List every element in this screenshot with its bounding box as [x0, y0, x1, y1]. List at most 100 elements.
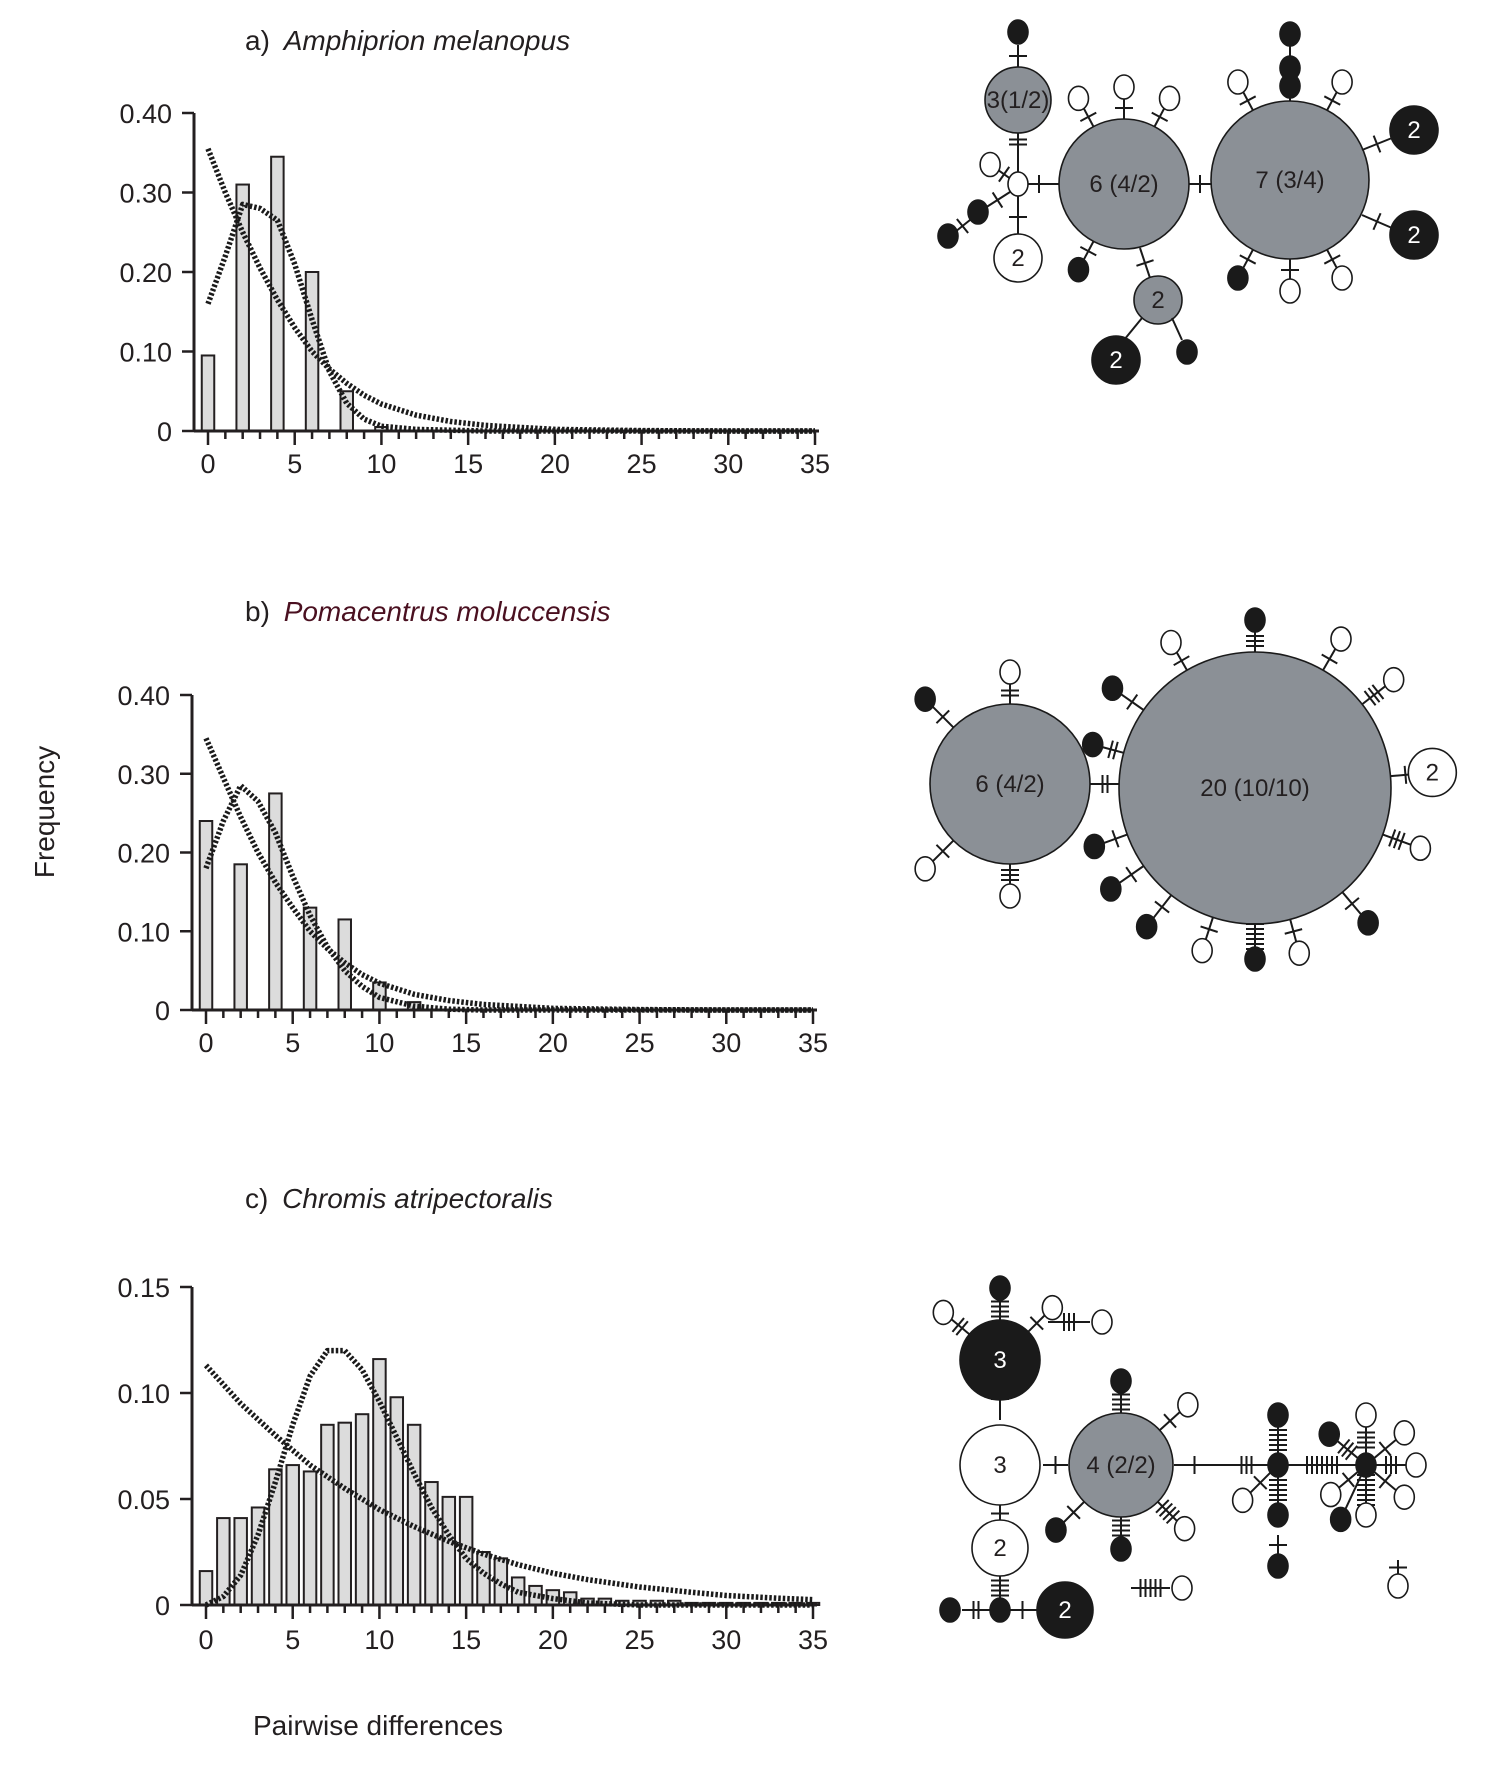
panel-c-title: c) Chromis atripectoralis — [245, 1183, 553, 1214]
haplotype-label: 6 (4/2) — [1089, 171, 1158, 198]
haplotype — [993, 233, 1043, 283]
network-branch — [1123, 317, 1143, 341]
haplotype-leaf — [1330, 626, 1352, 652]
x-tick-label: 5 — [285, 1028, 300, 1058]
bar — [354, 1413, 370, 1606]
y-tick-label: 0.20 — [117, 839, 170, 869]
mutation-mark — [1151, 111, 1169, 123]
network-branch — [1102, 746, 1124, 754]
mutation-mark — [1173, 655, 1190, 667]
mutation-mark — [935, 709, 950, 724]
haplotype-leaf — [1382, 666, 1405, 693]
haplotype-leaf — [1319, 1481, 1342, 1508]
haplotype-leaf — [937, 223, 959, 249]
mutation-mark — [1337, 1438, 1351, 1454]
x-tick-label: 35 — [800, 449, 830, 479]
mutation-mark — [1155, 1499, 1170, 1514]
haplotype-leaf — [1393, 1484, 1416, 1510]
x-tick-label: 0 — [198, 1625, 213, 1655]
haplotype — [1091, 335, 1141, 385]
haplotype-leaf — [1227, 265, 1249, 291]
mutation-mark — [956, 218, 969, 234]
x-tick-label: 15 — [451, 1625, 481, 1655]
mutation-mark — [935, 844, 950, 859]
y-tick-label: 0.40 — [117, 681, 170, 711]
bar — [200, 354, 216, 433]
haplotype-leaf — [967, 199, 989, 225]
panel-c-letter: c) — [245, 1183, 268, 1214]
bar — [304, 271, 320, 432]
haplotype-leaf — [1267, 1502, 1289, 1528]
haplotype-leaf — [989, 1275, 1011, 1301]
haplotype-leaf — [1177, 1391, 1199, 1418]
haplotype — [1133, 275, 1183, 325]
haplotype-label: 6 (4/2) — [975, 771, 1044, 798]
x-tick-label: 0 — [198, 1028, 213, 1058]
mutation-mark — [1125, 866, 1138, 883]
x-axis-label: Pairwise differences — [253, 1710, 503, 1741]
mutation-mark — [1372, 212, 1382, 231]
x-tick-label: 5 — [285, 1625, 300, 1655]
haplotype-leaf — [1357, 910, 1379, 936]
haplotype-leaf — [1231, 1487, 1254, 1514]
mutation-mark — [955, 1320, 969, 1336]
haplotype — [1389, 210, 1439, 260]
mutation-mark — [1253, 1475, 1268, 1490]
bar — [441, 1495, 457, 1607]
mutation-mark — [951, 1317, 965, 1333]
expected-expansion-curve — [203, 782, 813, 1013]
x-tick-label: 20 — [540, 449, 570, 479]
x-tick-label: 20 — [538, 1625, 568, 1655]
haplotype-label: 2 — [1426, 759, 1439, 786]
mutation-mark — [1066, 1505, 1081, 1520]
panel-a-species: Amphiprion melanopus — [282, 25, 570, 56]
haplotype-leaf — [1393, 1420, 1416, 1446]
bar — [339, 390, 354, 432]
x-tick-label: 30 — [711, 1625, 741, 1655]
bar — [285, 1464, 300, 1606]
bar — [458, 1495, 474, 1607]
x-tick-label: 20 — [538, 1028, 568, 1058]
haplotype-leaf — [1244, 946, 1266, 972]
x-tick-label: 15 — [453, 449, 483, 479]
haplotype-label: 2 — [993, 1535, 1006, 1562]
haplotype-leaf — [1045, 1517, 1067, 1543]
mutation-mark — [1111, 829, 1120, 848]
panel-b-title: b) Pomacentrus moluccensis — [245, 596, 611, 627]
haplotype-label: 2 — [1011, 245, 1024, 272]
haplotype-leaf — [979, 151, 1001, 178]
mutation-mark — [1378, 1441, 1392, 1457]
x-tick-label: 30 — [711, 1028, 741, 1058]
mutation-mark — [1367, 687, 1381, 703]
haplotype-leaf — [1279, 278, 1301, 304]
haplotype-leaf — [1318, 1421, 1341, 1447]
haplotype-label: 2 — [1151, 287, 1164, 314]
bar — [302, 1470, 318, 1606]
haplotype — [959, 1424, 1041, 1506]
haplotype-leaf — [914, 686, 936, 712]
x-tick-label: 10 — [364, 1625, 394, 1655]
x-tick-label: 35 — [798, 1028, 828, 1058]
mutation-mark — [991, 191, 1004, 209]
haplotype-leaf — [1288, 940, 1311, 966]
x-tick-label: 35 — [798, 1625, 828, 1655]
haplotype-leaf — [1279, 21, 1301, 47]
haplotype — [1036, 1581, 1094, 1639]
bar — [337, 1421, 352, 1607]
haplotype-leaf — [999, 883, 1021, 909]
bar — [233, 863, 248, 1011]
haplotype-leaf — [1267, 1402, 1289, 1428]
haplotype-label: 4 (2/2) — [1086, 1452, 1155, 1479]
haplotype-leaf — [1158, 85, 1181, 112]
network-branch — [1343, 1473, 1363, 1511]
mutation-mark — [1341, 1442, 1355, 1458]
mutation-mark — [1136, 259, 1154, 267]
haplotype-leaf — [1387, 1573, 1409, 1599]
panel-b-species: Pomacentrus moluccensis — [284, 596, 611, 627]
mutation-mark — [1162, 1506, 1177, 1521]
x-tick-label: 0 — [200, 449, 215, 479]
network-branch — [1171, 317, 1183, 341]
mutation-mark — [1165, 1509, 1181, 1525]
bar — [233, 1517, 248, 1606]
